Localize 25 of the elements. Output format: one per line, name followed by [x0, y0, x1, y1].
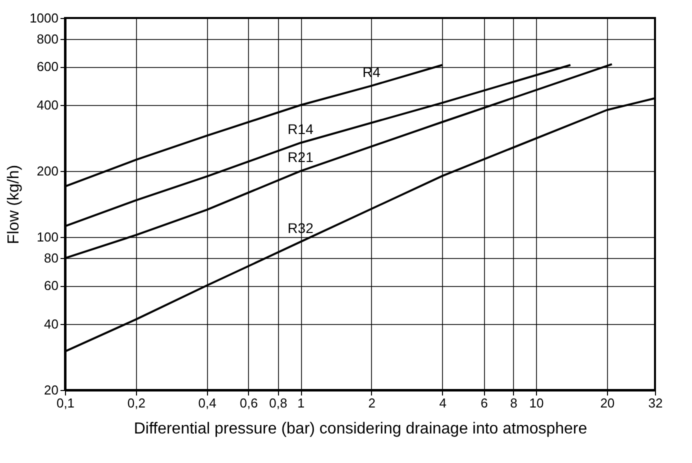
- x-tick-label: 4: [439, 396, 446, 410]
- x-tick-label: 0,4: [198, 396, 216, 410]
- x-axis-title: Differential pressure (bar) considering drainage into atmosphere: [134, 420, 588, 438]
- x-tick-label: 0,6: [240, 396, 258, 410]
- y-tick-label: 60: [44, 278, 58, 294]
- x-tick-label: 20: [600, 396, 615, 410]
- y-tick-label: 400: [36, 98, 58, 113]
- x-tick-label: 1: [297, 396, 305, 410]
- y-tick-label: 600: [36, 59, 58, 74]
- y-tick-label: 40: [44, 316, 58, 332]
- x-tick-label: 8: [510, 396, 518, 410]
- x-tick-label: 0,2: [127, 396, 146, 410]
- y-tick-label: 80: [44, 250, 58, 266]
- x-tick-label: 0,1: [56, 396, 75, 410]
- x-tick-label: 2: [368, 396, 376, 410]
- y-tick-label: 800: [36, 32, 58, 47]
- x-tick-label: 6: [480, 396, 488, 410]
- x-tick-label: 10: [529, 396, 544, 410]
- y-tick-label: 20: [44, 382, 58, 398]
- y-tick-label: 1000: [30, 10, 58, 26]
- x-tick-label: 32: [648, 396, 663, 410]
- y-tick-label: 100: [36, 229, 58, 244]
- y-axis-title: Flow (kg/h): [6, 164, 23, 244]
- y-tick-label: 200: [36, 164, 58, 179]
- x-tick-label: 0,8: [269, 396, 288, 410]
